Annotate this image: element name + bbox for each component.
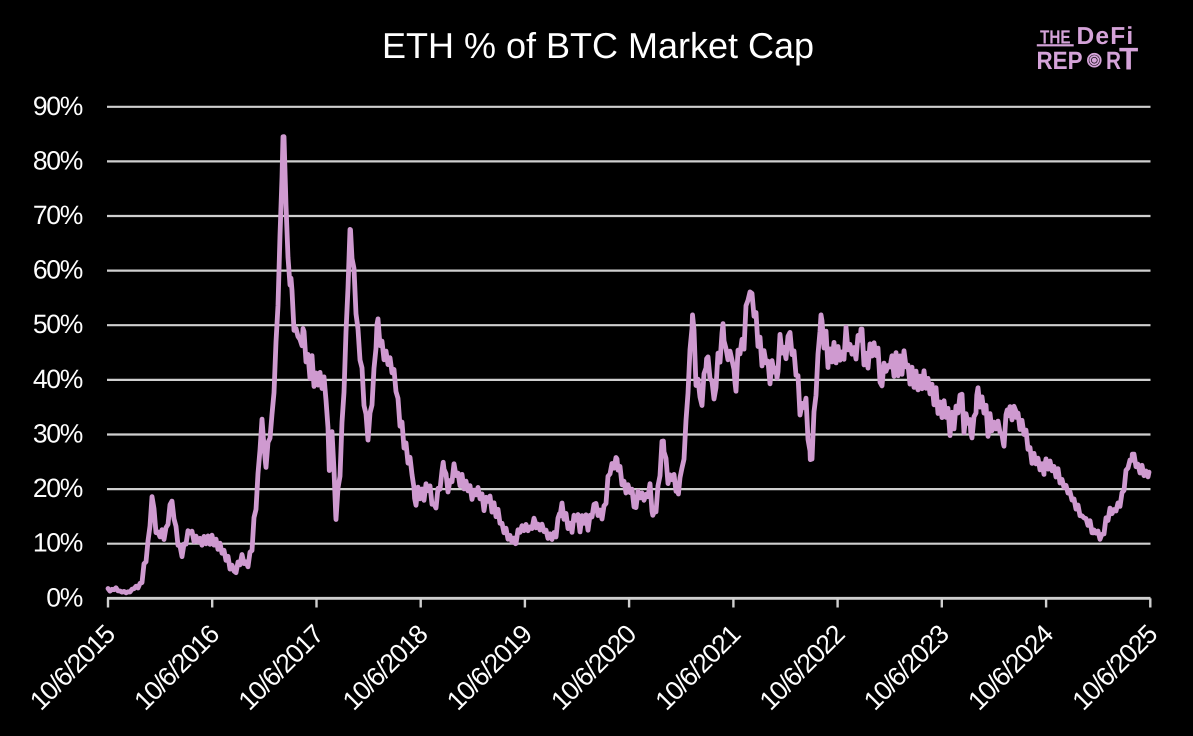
svg-text:80%: 80%	[33, 145, 83, 175]
svg-text:20%: 20%	[33, 473, 83, 503]
svg-text:THE: THE	[1040, 28, 1071, 49]
svg-text:30%: 30%	[33, 419, 83, 449]
svg-text:DeFi: DeFi	[1077, 23, 1135, 50]
svg-text:40%: 40%	[33, 364, 83, 394]
svg-text:R: R	[1106, 47, 1121, 75]
svg-text:70%: 70%	[33, 200, 83, 230]
svg-text:REP: REP	[1037, 47, 1083, 75]
svg-text:90%: 90%	[33, 91, 83, 121]
svg-text:50%: 50%	[33, 309, 83, 339]
svg-text:10%: 10%	[33, 528, 83, 558]
svg-text:0%: 0%	[46, 582, 82, 612]
svg-text:ETH % of BTC Market Cap: ETH % of BTC Market Cap	[382, 25, 814, 66]
svg-text:T: T	[1119, 41, 1138, 77]
svg-text:60%: 60%	[33, 255, 83, 285]
